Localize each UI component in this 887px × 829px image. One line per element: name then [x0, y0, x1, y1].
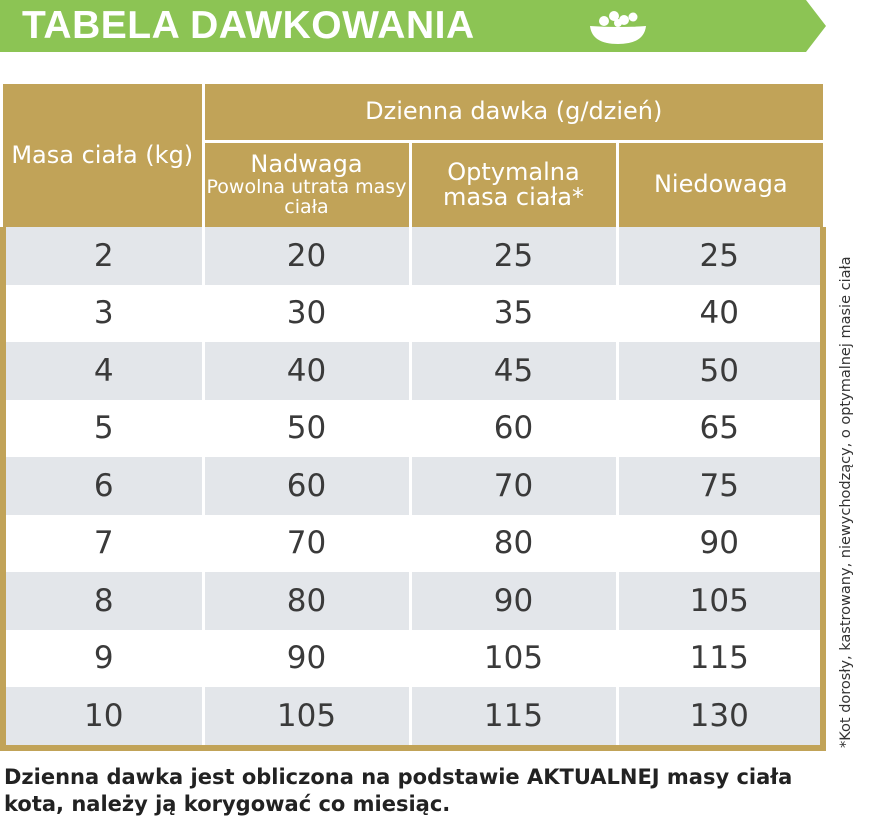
dose-cell: 90 — [201, 629, 410, 687]
table-row: 10 105 115 130 — [0, 687, 826, 751]
mass-cell: 2 — [0, 227, 203, 285]
food-bowl-icon — [590, 11, 646, 44]
dose-cell: 130 — [615, 687, 826, 751]
optimal-label: Optymalna masa ciała* — [442, 157, 585, 211]
dose-cell: 50 — [201, 399, 410, 457]
mass-cell: 4 — [0, 342, 203, 400]
dose-cell: 60 — [408, 399, 617, 457]
dose-cell: 40 — [201, 342, 410, 400]
daily-dose-header: Dzienna dawka (g/dzień) — [203, 84, 823, 143]
dose-cell: 65 — [615, 399, 826, 457]
dose-cell: 105 — [201, 687, 410, 751]
dose-cell: 105 — [615, 572, 826, 630]
table-row: 6 60 70 75 — [0, 457, 826, 515]
mass-cell: 6 — [0, 457, 203, 515]
mass-column-header: Masa ciała (kg) — [3, 84, 205, 227]
dose-cell: 25 — [408, 227, 617, 285]
dose-cell: 70 — [201, 514, 410, 572]
dose-cell: 75 — [615, 457, 826, 515]
overweight-sublabel: Powolna utrata masy ciała — [206, 175, 407, 218]
footer-note: Dzienna dawka jest obliczona na podstawi… — [4, 765, 793, 816]
table-row: 2 20 25 25 — [0, 227, 826, 285]
mass-cell: 9 — [0, 629, 203, 687]
dose-cell: 35 — [408, 284, 617, 342]
dose-cell: 90 — [408, 572, 617, 630]
dose-cell: 70 — [408, 457, 617, 515]
dose-cell: 80 — [408, 514, 617, 572]
underweight-label: Niedowaga — [653, 170, 788, 199]
table-row: 5 50 60 65 — [0, 399, 826, 457]
underweight-column-header: Niedowaga — [617, 141, 823, 227]
dose-cell: 90 — [615, 514, 826, 572]
side-footnote: *Kot dorosły, kastrowany, niewychodzący,… — [838, 256, 854, 749]
dose-cell: 25 — [615, 227, 826, 285]
mass-cell: 5 — [0, 399, 203, 457]
dose-cell: 50 — [615, 342, 826, 400]
dose-cell: 45 — [408, 342, 617, 400]
dose-cell: 30 — [201, 284, 410, 342]
table-row: 3 30 35 40 — [0, 284, 826, 342]
dose-cell: 80 — [201, 572, 410, 630]
dose-cell: 60 — [201, 457, 410, 515]
mass-cell: 3 — [0, 284, 203, 342]
mass-cell: 7 — [0, 514, 203, 572]
overweight-column-header: Nadwaga Powolna utrata masy ciała — [203, 141, 412, 227]
dose-cell: 20 — [201, 227, 410, 285]
mass-cell: 8 — [0, 572, 203, 630]
dose-cell: 40 — [615, 284, 826, 342]
optimal-column-header: Optymalna masa ciała* — [410, 141, 619, 227]
dose-cell: 115 — [615, 629, 826, 687]
table-row: 9 90 105 115 — [0, 629, 826, 687]
page-title: TABELA DAWKOWANIA — [22, 4, 475, 47]
dosage-table: Masa ciała (kg) Dzienna dawka (g/dzień) … — [0, 84, 826, 751]
overweight-label: Nadwaga — [250, 150, 363, 179]
table-row: 7 70 80 90 — [0, 514, 826, 572]
title-banner — [0, 0, 826, 52]
dose-cell: 105 — [408, 629, 617, 687]
table-row: 4 40 45 50 — [0, 342, 826, 400]
mass-cell: 10 — [0, 687, 203, 751]
table-row: 8 80 90 105 — [0, 572, 826, 630]
dose-cell: 115 — [408, 687, 617, 751]
